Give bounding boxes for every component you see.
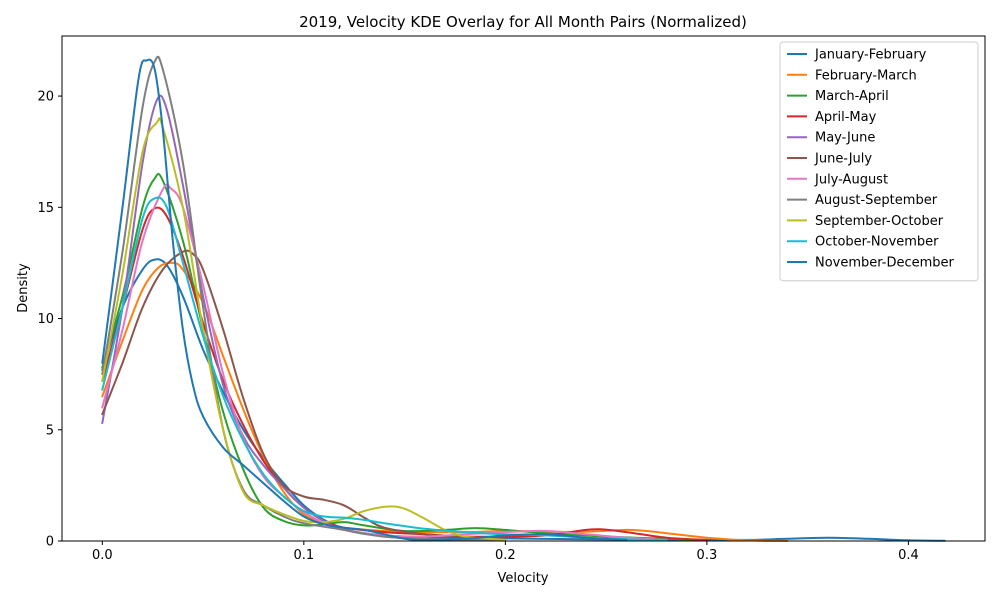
legend-label: May-June [815,131,875,146]
legend-box [779,41,979,282]
y-tick-label: 0 [46,535,54,550]
legend-label: June-July [814,152,872,167]
y-axis: 0 5 10 15 20 [37,90,62,550]
series-line-5 [101,94,507,542]
x-tick-label: 0.0 [92,548,113,563]
series-line-10 [101,196,668,542]
legend-label: March-April [815,89,889,104]
legend-label: October-November [815,235,939,250]
legend-label: August-September [815,193,938,208]
x-axis: 0.0 0.1 0.2 0.3 0.4 [92,541,919,563]
plot-frame [61,35,986,542]
legend-label: July-August [814,172,888,187]
x-axis-label: Velocity [498,571,549,586]
x-tick-label: 0.3 [697,548,718,563]
x-tick-label: 0.1 [293,548,314,563]
legend-label: November-December [815,256,955,271]
plot-lines [101,55,946,542]
y-tick-label: 20 [37,90,54,105]
legend: January-February February-March March-Apri… [779,41,979,282]
y-tick-label: 10 [37,312,54,327]
series-line-11 [101,58,628,541]
legend-label: January-February [814,48,927,63]
y-axis-label: Density [16,263,31,313]
x-tick-label: 0.4 [898,548,919,563]
series-line-9 [101,117,507,541]
series-line-3 [101,172,708,542]
y-tick-label: 5 [46,423,54,438]
legend-label: April-May [815,110,877,125]
chart-title: 2019, Velocity KDE Overlay for All Month… [299,13,747,31]
series-line-4 [101,206,708,541]
legend-label: February-March [815,68,917,83]
series-line-6 [101,249,507,541]
legend-label: September-October [815,214,944,229]
x-tick-label: 0.2 [495,548,516,563]
series-line-7 [101,183,668,541]
y-tick-label: 15 [37,201,54,216]
